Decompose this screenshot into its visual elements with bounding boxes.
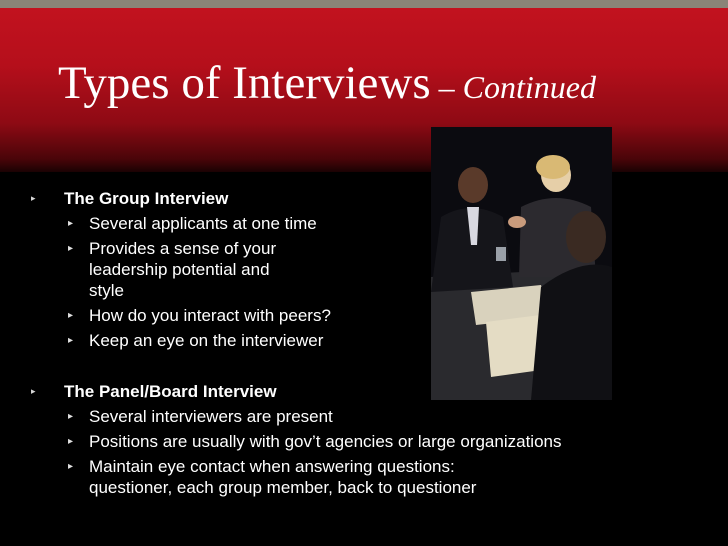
slide-body: ▸ The Group Interview ▸ Several applican… xyxy=(0,188,728,502)
top-accent-bar xyxy=(0,0,728,8)
triangle-bullet-icon: ▸ xyxy=(68,218,74,229)
list-item-text: Maintain eye contact when answering ques… xyxy=(89,457,477,497)
triangle-bullet-icon: ▸ xyxy=(68,461,74,472)
list-item: ▸ Maintain eye contact when answering qu… xyxy=(0,456,559,498)
title-banner: Types of Interviews – Continued xyxy=(0,8,728,172)
section-spacer xyxy=(0,355,728,381)
list-item: ▸ Keep an eye on the interviewer xyxy=(0,330,728,351)
title-main: Types of Interviews xyxy=(58,57,431,109)
list-item-text: Positions are usually with gov’t agencie… xyxy=(89,432,562,451)
list-item-text: Several applicants at one time xyxy=(89,214,317,233)
list-item: ▸ Several interviewers are present xyxy=(0,406,728,427)
interview-photo-image xyxy=(431,127,612,400)
list-item-text: Keep an eye on the interviewer xyxy=(89,331,324,350)
list-item-text: How do you interact with peers? xyxy=(89,306,331,325)
list-item: ▸ Several applicants at one time xyxy=(0,213,728,234)
list-item-text: Provides a sense of your leadership pote… xyxy=(89,239,277,300)
section-heading-text: The Panel/Board Interview xyxy=(64,382,277,401)
triangle-bullet-icon: ▸ xyxy=(68,243,74,254)
title-suffix: Continued xyxy=(462,69,596,105)
interview-photo xyxy=(431,127,612,400)
triangle-bullet-icon: ▸ xyxy=(68,436,74,447)
section-group-interview: ▸ The Group Interview ▸ Several applican… xyxy=(0,188,728,351)
triangle-bullet-icon: ▸ xyxy=(31,193,36,203)
triangle-bullet-icon: ▸ xyxy=(68,310,74,321)
section-heading-text: The Group Interview xyxy=(64,189,229,208)
section-heading: ▸ The Group Interview xyxy=(0,188,728,209)
section-heading: ▸ The Panel/Board Interview xyxy=(0,381,728,402)
triangle-bullet-icon: ▸ xyxy=(68,411,74,422)
list-item: ▸ Provides a sense of your leadership po… xyxy=(0,238,329,301)
list-item: ▸ How do you interact with peers? xyxy=(0,305,728,326)
list-item-text: Several interviewers are present xyxy=(89,407,333,426)
section-panel-interview: ▸ The Panel/Board Interview ▸ Several in… xyxy=(0,381,728,498)
title-dash: – xyxy=(430,69,463,105)
slide-title: Types of Interviews – Continued xyxy=(58,60,596,107)
list-item: ▸ Positions are usually with gov’t agenc… xyxy=(0,431,728,452)
triangle-bullet-icon: ▸ xyxy=(31,386,36,396)
triangle-bullet-icon: ▸ xyxy=(68,335,74,346)
